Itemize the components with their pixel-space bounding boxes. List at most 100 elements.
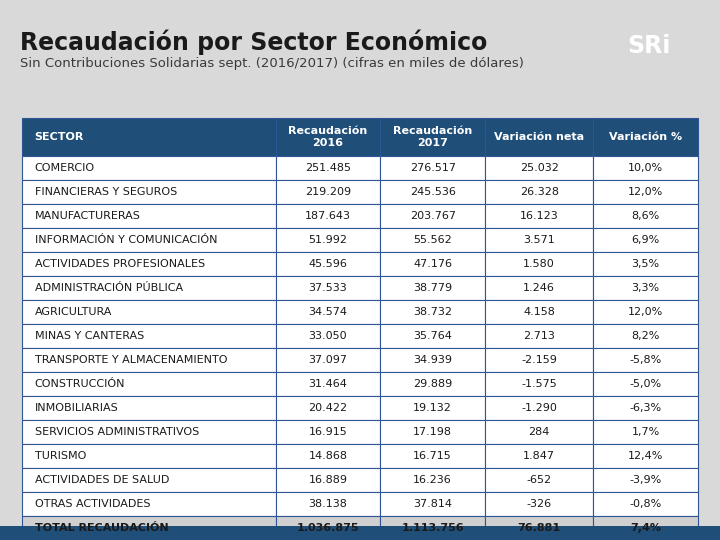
- Text: 14.868: 14.868: [308, 451, 347, 461]
- Text: CONSTRUCCIÓN: CONSTRUCCIÓN: [35, 379, 125, 389]
- Bar: [22, 324, 276, 348]
- Bar: [485, 252, 593, 276]
- Text: 31.464: 31.464: [308, 379, 347, 389]
- Bar: [380, 420, 485, 444]
- Bar: [276, 252, 380, 276]
- Text: Variación neta: Variación neta: [494, 132, 584, 142]
- Bar: [276, 516, 380, 540]
- Bar: [593, 180, 698, 204]
- Bar: [593, 118, 698, 156]
- Bar: [380, 276, 485, 300]
- Text: MINAS Y CANTERAS: MINAS Y CANTERAS: [35, 331, 144, 341]
- Bar: [22, 468, 276, 492]
- Text: 12,0%: 12,0%: [628, 307, 663, 317]
- Bar: [276, 118, 380, 156]
- Bar: [380, 324, 485, 348]
- Bar: [380, 204, 485, 228]
- Text: 38.779: 38.779: [413, 283, 452, 293]
- Bar: [485, 420, 593, 444]
- Text: SECTOR: SECTOR: [35, 132, 84, 142]
- Bar: [485, 468, 593, 492]
- Bar: [593, 204, 698, 228]
- Text: -6,3%: -6,3%: [629, 403, 662, 413]
- Text: 3.571: 3.571: [523, 235, 555, 245]
- Bar: [593, 276, 698, 300]
- Text: SERVICIOS ADMINISTRATIVOS: SERVICIOS ADMINISTRATIVOS: [35, 427, 199, 437]
- Bar: [485, 348, 593, 372]
- Text: INFORMACIÓN Y COMUNICACIÓN: INFORMACIÓN Y COMUNICACIÓN: [35, 235, 217, 245]
- Bar: [593, 300, 698, 324]
- Text: 187.643: 187.643: [305, 211, 351, 221]
- Text: 2.713: 2.713: [523, 331, 555, 341]
- Text: 37.814: 37.814: [413, 499, 452, 509]
- Bar: [276, 372, 380, 396]
- Bar: [276, 180, 380, 204]
- Text: 76.881: 76.881: [518, 523, 561, 533]
- Bar: [22, 372, 276, 396]
- Text: 8,2%: 8,2%: [631, 331, 660, 341]
- Text: 38.138: 38.138: [308, 499, 347, 509]
- Text: 19.132: 19.132: [413, 403, 452, 413]
- Bar: [593, 372, 698, 396]
- Text: 276.517: 276.517: [410, 163, 456, 173]
- Text: OTRAS ACTIVIDADES: OTRAS ACTIVIDADES: [35, 499, 150, 509]
- Text: Variación %: Variación %: [609, 132, 682, 142]
- Bar: [485, 372, 593, 396]
- Bar: [593, 156, 698, 180]
- Text: Sin Contribuciones Solidarias sept. (2016/2017) (cifras en miles de dólares): Sin Contribuciones Solidarias sept. (201…: [20, 57, 524, 70]
- Bar: [593, 324, 698, 348]
- Bar: [22, 118, 276, 156]
- Bar: [22, 156, 276, 180]
- Text: -5,8%: -5,8%: [629, 355, 662, 365]
- Text: 1.580: 1.580: [523, 259, 555, 269]
- Text: INMOBILIARIAS: INMOBILIARIAS: [35, 403, 118, 413]
- Bar: [380, 180, 485, 204]
- Bar: [485, 324, 593, 348]
- Bar: [593, 468, 698, 492]
- Text: 55.562: 55.562: [413, 235, 452, 245]
- Bar: [22, 516, 276, 540]
- Text: -652: -652: [526, 475, 552, 485]
- Bar: [276, 420, 380, 444]
- Bar: [593, 492, 698, 516]
- Bar: [380, 300, 485, 324]
- Text: MANUFACTURERAS: MANUFACTURERAS: [35, 211, 140, 221]
- Text: 17.198: 17.198: [413, 427, 452, 437]
- Text: 1.847: 1.847: [523, 451, 555, 461]
- Bar: [380, 228, 485, 252]
- Text: -1.575: -1.575: [521, 379, 557, 389]
- Text: 20.422: 20.422: [308, 403, 348, 413]
- Text: TURISMO: TURISMO: [35, 451, 86, 461]
- Text: Recaudación
2016: Recaudación 2016: [288, 126, 367, 148]
- Text: FINANCIERAS Y SEGUROS: FINANCIERAS Y SEGUROS: [35, 187, 177, 197]
- Text: 37.097: 37.097: [308, 355, 347, 365]
- Text: 34.574: 34.574: [308, 307, 347, 317]
- Text: Recaudación
2017: Recaudación 2017: [393, 126, 472, 148]
- Bar: [276, 348, 380, 372]
- Bar: [593, 252, 698, 276]
- Bar: [485, 444, 593, 468]
- Text: 1,7%: 1,7%: [631, 427, 660, 437]
- Bar: [380, 118, 485, 156]
- Text: 1.246: 1.246: [523, 283, 555, 293]
- Bar: [276, 444, 380, 468]
- Bar: [276, 468, 380, 492]
- Bar: [276, 204, 380, 228]
- Text: 51.992: 51.992: [308, 235, 347, 245]
- Text: -5,0%: -5,0%: [629, 379, 662, 389]
- Bar: [276, 300, 380, 324]
- Bar: [593, 444, 698, 468]
- Text: 35.764: 35.764: [413, 331, 452, 341]
- Bar: [22, 492, 276, 516]
- Bar: [380, 516, 485, 540]
- Text: -2.159: -2.159: [521, 355, 557, 365]
- Text: 1.113.756: 1.113.756: [401, 523, 464, 533]
- Text: AGRICULTURA: AGRICULTURA: [35, 307, 112, 317]
- Bar: [380, 444, 485, 468]
- Text: -3,9%: -3,9%: [629, 475, 662, 485]
- Text: ACTIVIDADES DE SALUD: ACTIVIDADES DE SALUD: [35, 475, 169, 485]
- Bar: [485, 228, 593, 252]
- Text: 25.032: 25.032: [520, 163, 559, 173]
- Text: 3,3%: 3,3%: [631, 283, 660, 293]
- Bar: [22, 228, 276, 252]
